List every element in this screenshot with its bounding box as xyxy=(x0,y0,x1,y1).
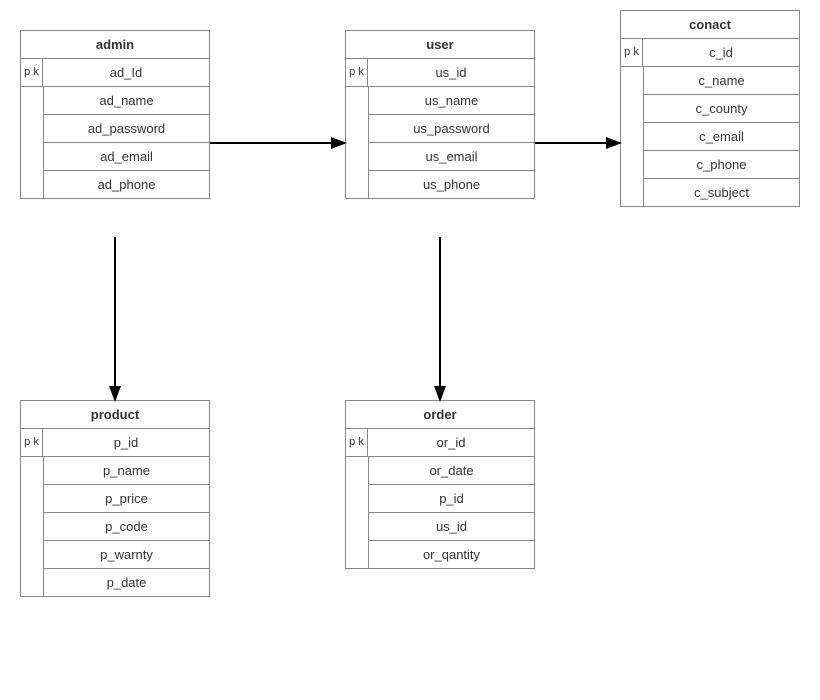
entity-conact: conact p k c_id c_name c_county c_email … xyxy=(620,10,800,207)
attr: c_subject xyxy=(644,179,799,206)
attr: p_warnty xyxy=(44,541,209,569)
pk-empty xyxy=(21,457,44,596)
attr: us_email xyxy=(369,143,534,171)
entity-order-pkrow: p k or_id xyxy=(346,429,534,457)
entity-user-pk: us_id xyxy=(368,59,534,87)
entity-admin-title: admin xyxy=(21,31,209,59)
entity-user: user p k us_id us_name us_password us_em… xyxy=(345,30,535,199)
attr: c_phone xyxy=(644,151,799,179)
attr: ad_phone xyxy=(44,171,209,198)
er-canvas: admin p k ad_Id ad_name ad_password ad_e… xyxy=(0,0,820,700)
attr: ad_email xyxy=(44,143,209,171)
attr: p_name xyxy=(44,457,209,485)
attr: c_county xyxy=(644,95,799,123)
attr: p_code xyxy=(44,513,209,541)
entity-conact-pk: c_id xyxy=(643,39,799,67)
pk-empty xyxy=(346,457,369,568)
attr: p_id xyxy=(369,485,534,513)
attr: or_qantity xyxy=(369,541,534,568)
pk-label: p k xyxy=(21,59,43,87)
entity-order: order p k or_id or_date p_id us_id or_qa… xyxy=(345,400,535,569)
entity-order-pk: or_id xyxy=(368,429,534,457)
attr: us_name xyxy=(369,87,534,115)
pk-label: p k xyxy=(346,429,368,457)
attr: c_name xyxy=(644,67,799,95)
entity-user-title: user xyxy=(346,31,534,59)
entity-product-title: product xyxy=(21,401,209,429)
entity-order-title: order xyxy=(346,401,534,429)
attr: us_phone xyxy=(369,171,534,198)
pk-empty xyxy=(621,67,644,206)
entity-admin-pk: ad_Id xyxy=(43,59,209,87)
pk-label: p k xyxy=(621,39,643,67)
attr: or_date xyxy=(369,457,534,485)
attr: c_email xyxy=(644,123,799,151)
entity-product-pk: p_id xyxy=(43,429,209,457)
attr: p_price xyxy=(44,485,209,513)
pk-empty xyxy=(346,87,369,198)
pk-label: p k xyxy=(346,59,368,87)
attr: ad_name xyxy=(44,87,209,115)
entity-user-pkrow: p k us_id xyxy=(346,59,534,87)
attr: us_password xyxy=(369,115,534,143)
entity-conact-pkrow: p k c_id xyxy=(621,39,799,67)
entity-admin-pkrow: p k ad_Id xyxy=(21,59,209,87)
entity-conact-title: conact xyxy=(621,11,799,39)
entity-product: product p k p_id p_name p_price p_code p… xyxy=(20,400,210,597)
entity-admin: admin p k ad_Id ad_name ad_password ad_e… xyxy=(20,30,210,199)
attr: us_id xyxy=(369,513,534,541)
pk-empty xyxy=(21,87,44,198)
entity-product-pkrow: p k p_id xyxy=(21,429,209,457)
attr: p_date xyxy=(44,569,209,596)
attr: ad_password xyxy=(44,115,209,143)
pk-label: p k xyxy=(21,429,43,457)
